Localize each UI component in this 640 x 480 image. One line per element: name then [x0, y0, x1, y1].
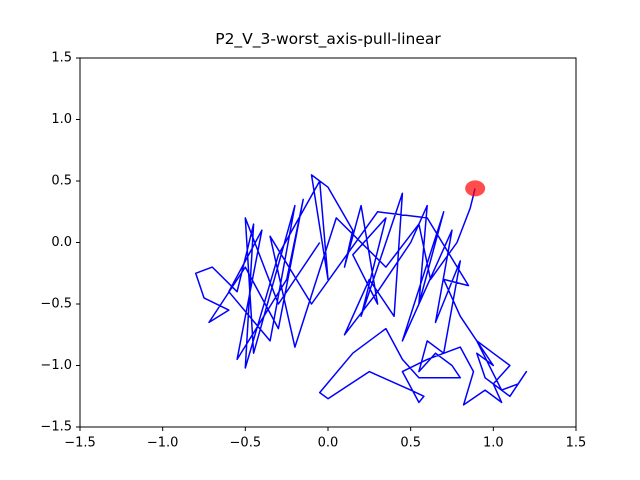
x-tick-label: 0.0	[318, 436, 339, 451]
y-tick-label: −1.5	[40, 420, 72, 435]
plot-frame	[79, 57, 577, 428]
x-tick-label: 0.5	[400, 436, 421, 451]
trajectory-line	[194, 174, 528, 406]
x-tick-label: −1.0	[147, 436, 179, 451]
y-tick-label: 1.0	[51, 112, 72, 127]
y-tick-label: 0.0	[51, 235, 72, 250]
end-marker	[465, 180, 486, 197]
y-tick-label: 0.5	[51, 174, 72, 189]
x-tick-label: 1.0	[483, 436, 504, 451]
x-tick-label: −1.5	[64, 436, 96, 451]
y-tick-label: −1.0	[40, 358, 72, 373]
chart-title: P2_V_3-worst_axis-pull-linear	[215, 30, 441, 49]
x-tick-label: −0.5	[230, 436, 262, 451]
y-tick-label: −0.5	[40, 297, 72, 312]
y-tick-label: 1.5	[51, 51, 72, 66]
x-tick-label: 1.5	[566, 436, 587, 451]
